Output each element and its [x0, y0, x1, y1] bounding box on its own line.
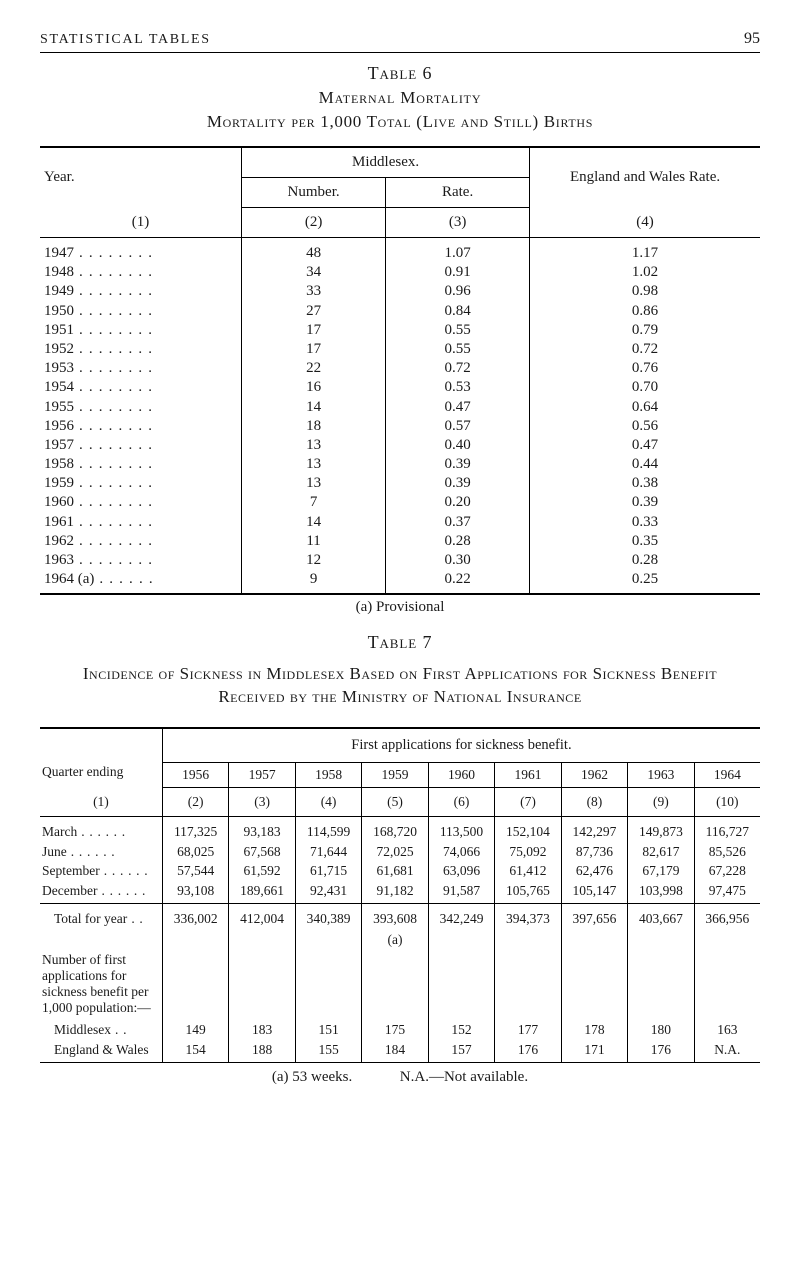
t7-colnum: (3) — [229, 788, 295, 817]
page-header: STATISTICAL TABLES 95 — [40, 30, 760, 53]
table-row: 1947481.071.17 — [40, 238, 760, 264]
t7-year-header: 1959 — [362, 763, 428, 788]
table-row: 1949330.960.98 — [40, 282, 760, 301]
t6-middlesex-header: Middlesex. — [242, 147, 530, 178]
t7-colnum: (2) — [162, 788, 228, 817]
t7-colnum: (8) — [561, 788, 627, 817]
t6-c4: (4) — [530, 208, 760, 238]
t7-colnum: (7) — [495, 788, 561, 817]
table-row: September57,54461,59261,71561,68163,0966… — [40, 861, 760, 881]
table7-label: Table 7 — [40, 632, 760, 653]
t7-year-header: 1958 — [295, 763, 361, 788]
t6-provisional: (a) Provisional — [40, 599, 760, 616]
table-row: 1951170.550.79 — [40, 321, 760, 340]
table-row: 1952170.550.72 — [40, 340, 760, 359]
table-row: June68,02567,56871,64472,02574,06675,092… — [40, 842, 760, 862]
table-row: 1956180.570.56 — [40, 417, 760, 436]
t7-colnum: (5) — [362, 788, 428, 817]
table-row: 1957130.400.47 — [40, 436, 760, 455]
table-row: Total for year336,002412,004340,389393,6… — [40, 904, 760, 929]
table-row: 1958130.390.44 — [40, 455, 760, 474]
table-row: 1959130.390.38 — [40, 474, 760, 493]
t7-year-header: 1964 — [694, 763, 760, 788]
table-row: 1963120.300.28 — [40, 551, 760, 570]
t6-number-header: Number. — [242, 178, 386, 208]
t7-block2: Total for year336,002412,004340,389393,6… — [40, 904, 760, 1063]
table-row: Middlesex . .149183151175152177178180163 — [40, 1020, 760, 1040]
table-row: 1948340.911.02 — [40, 263, 760, 282]
t6-c2: (2) — [242, 208, 386, 238]
table6-title1: Maternal Mortality — [40, 88, 760, 108]
footnote-a: (a) 53 weeks. — [272, 1069, 352, 1085]
table6-label: Table 6 — [40, 63, 760, 84]
table6-body: 1947481.071.171948340.911.021949330.960.… — [40, 238, 760, 595]
t7-year-header: 1963 — [628, 763, 694, 788]
t6-year-header: Year. — [44, 169, 75, 185]
t7-colnum: (9) — [628, 788, 694, 817]
table-row: 1955140.470.64 — [40, 398, 760, 417]
t7-year-header: 1957 — [229, 763, 295, 788]
t7-block1: March117,32593,183114,599168,720113,5001… — [40, 817, 760, 904]
footnote-b: N.A.—Not available. — [400, 1069, 528, 1085]
t7-colnum: (4) — [295, 788, 361, 817]
table-row: 1953220.720.76 — [40, 359, 760, 378]
table6: Year. Middlesex. England and Wales Rate.… — [40, 146, 760, 595]
t7-year-header: 1961 — [495, 763, 561, 788]
table-row: 1962110.280.35 — [40, 532, 760, 551]
table-row: December93,108189,66192,43191,18291,5871… — [40, 881, 760, 904]
t7-c1: (1) — [40, 788, 162, 817]
page-number: 95 — [744, 30, 760, 48]
table6-title2: Mortality per 1,000 Total (Live and Stil… — [40, 112, 760, 132]
t7-qlabel: Quarter ending — [42, 764, 123, 779]
table-row: 1961140.370.33 — [40, 513, 760, 532]
t7-colnum: (6) — [428, 788, 494, 817]
table-row: England & Wales154188155184157176171176N… — [40, 1040, 760, 1063]
table7-footnote: (a) 53 weeks. N.A.—Not available. — [40, 1069, 760, 1086]
table-row: 1964 (a) . . . . . .90.220.25 — [40, 570, 760, 594]
table-row: 1950270.840.86 — [40, 302, 760, 321]
t7-year-header: 1962 — [561, 763, 627, 788]
t7-caption: First applications for sickness benefit. — [162, 728, 760, 763]
t6-eng-header: England and Wales Rate. — [570, 169, 720, 185]
t7-colnum: (10) — [694, 788, 760, 817]
table7: Quarter ending First applications for si… — [40, 727, 760, 1063]
table-row: March117,32593,183114,599168,720113,5001… — [40, 817, 760, 842]
t6-c3: (3) — [386, 208, 530, 238]
header-left: STATISTICAL TABLES — [40, 32, 211, 48]
t7-year-header: 1956 — [162, 763, 228, 788]
t6-rate-header: Rate. — [386, 178, 530, 208]
table-row: 196070.200.39 — [40, 493, 760, 512]
t6-c1: (1) — [40, 208, 242, 238]
table7-title: Incidence of Sickness in Middlesex Based… — [50, 663, 750, 709]
t7-year-header: 1960 — [428, 763, 494, 788]
table-row: 1954160.530.70 — [40, 378, 760, 397]
